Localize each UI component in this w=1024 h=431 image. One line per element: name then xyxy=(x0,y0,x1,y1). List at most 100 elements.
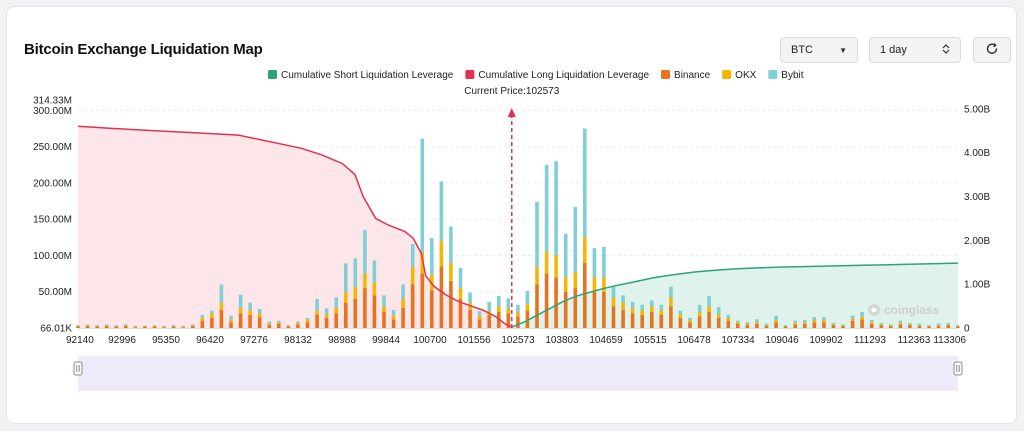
bar-binance xyxy=(305,322,310,328)
bar-okx xyxy=(745,323,750,326)
bar-okx xyxy=(917,325,922,326)
bar-binance xyxy=(669,306,673,328)
x-tick-label: 102573 xyxy=(501,335,535,346)
bar-bybit xyxy=(525,291,530,305)
bar-okx xyxy=(716,314,721,318)
bar-bybit xyxy=(296,321,300,323)
bar-bybit xyxy=(573,206,578,273)
bar-binance xyxy=(85,325,90,328)
bar-bybit xyxy=(152,325,157,326)
bar-binance xyxy=(956,326,960,328)
bar-okx xyxy=(286,325,291,327)
bar-bybit xyxy=(956,325,960,326)
x-tick-label: 95350 xyxy=(152,335,180,346)
bar-binance xyxy=(372,295,377,328)
bar-bybit xyxy=(506,298,511,309)
y-right-tick-label: 4.00B xyxy=(964,148,990,159)
bar-bybit xyxy=(210,310,214,314)
bar-okx xyxy=(678,314,683,318)
bar-binance xyxy=(697,316,702,328)
x-tick-label: 109046 xyxy=(765,335,799,346)
y-axis-left: 66.01K 50.00M 100.00M 150.00M 200.00M 250.00M… xyxy=(33,96,72,335)
bar-okx xyxy=(420,251,425,274)
bar-binance xyxy=(917,325,922,328)
bar-okx xyxy=(85,325,90,326)
bar-bybit xyxy=(535,201,539,268)
bar-binance xyxy=(889,325,893,328)
bar-okx xyxy=(621,302,625,310)
coin-select[interactable]: BTC ▼ xyxy=(780,37,858,63)
bar-bybit xyxy=(458,267,463,289)
bar-binance xyxy=(277,323,281,328)
bar-binance xyxy=(391,319,396,328)
bar-bybit xyxy=(391,309,396,316)
bar-bybit xyxy=(162,325,166,327)
bar-okx xyxy=(95,325,99,327)
bar-binance xyxy=(841,325,845,328)
bar-bybit xyxy=(124,324,128,326)
y-right-tick-label: 0 xyxy=(964,324,970,335)
x-tick-label: 98132 xyxy=(284,335,312,346)
bar-binance xyxy=(506,313,511,328)
y-right-tick-label: 2.00B xyxy=(964,236,990,247)
bar-bybit xyxy=(793,320,797,323)
bar-okx xyxy=(879,324,884,326)
zoom-slider[interactable] xyxy=(73,356,963,391)
bar-bybit xyxy=(324,308,329,315)
bar-okx xyxy=(238,307,243,314)
bar-binance xyxy=(353,299,358,328)
bar-okx xyxy=(659,309,664,315)
bar-bybit xyxy=(630,301,635,308)
bar-bybit xyxy=(286,325,291,326)
refresh-button[interactable] xyxy=(973,37,1011,63)
bar-binance xyxy=(783,326,788,328)
y-left-tick-label: 50.00M xyxy=(39,287,72,298)
bar-bybit xyxy=(487,301,491,311)
bar-binance xyxy=(210,317,214,328)
bar-binance xyxy=(401,307,405,328)
bar-bybit xyxy=(602,246,606,278)
bar-bybit xyxy=(583,128,587,238)
bar-okx xyxy=(257,313,262,318)
bar-okx xyxy=(248,309,252,315)
bars-layer xyxy=(76,128,960,328)
bar-binance xyxy=(525,310,530,328)
bar-okx xyxy=(822,320,826,323)
bar-okx xyxy=(296,322,300,325)
bar-binance xyxy=(191,325,195,328)
bar-okx xyxy=(803,322,807,324)
bar-bybit xyxy=(755,319,759,323)
range-select[interactable]: 1 day xyxy=(869,37,961,63)
bar-okx xyxy=(334,307,338,314)
y-left-tick-label: 66.01K xyxy=(40,323,72,334)
bar-bybit xyxy=(774,315,778,321)
bar-okx xyxy=(764,325,769,326)
y-left-tick-label: 250.00M xyxy=(33,142,72,153)
bar-binance xyxy=(497,312,501,328)
bar-bybit xyxy=(353,258,358,288)
chevron-down-icon: ▼ xyxy=(839,45,847,55)
bar-okx xyxy=(344,292,348,303)
bar-binance xyxy=(563,291,568,328)
bar-bybit xyxy=(707,296,711,307)
bar-okx xyxy=(324,314,329,318)
bar-binance xyxy=(162,327,166,328)
bar-binance xyxy=(869,323,874,328)
bar-binance xyxy=(650,312,654,328)
bar-binance xyxy=(583,262,587,328)
x-tick-label: 106478 xyxy=(677,335,711,346)
bar-bybit xyxy=(669,286,673,298)
bar-bybit xyxy=(420,138,425,252)
bar-binance xyxy=(678,317,683,328)
legend-label: Cumulative Short Liquidation Leverage xyxy=(281,70,454,81)
bar-okx xyxy=(430,274,434,291)
bar-bybit xyxy=(114,325,119,326)
bar-binance xyxy=(860,319,864,328)
bar-bybit xyxy=(831,322,836,325)
bar-okx xyxy=(927,325,931,327)
bar-bybit xyxy=(305,317,310,320)
bar-binance xyxy=(726,320,731,328)
bar-binance xyxy=(104,325,109,328)
bar-binance xyxy=(286,326,291,328)
bar-okx xyxy=(583,237,587,263)
